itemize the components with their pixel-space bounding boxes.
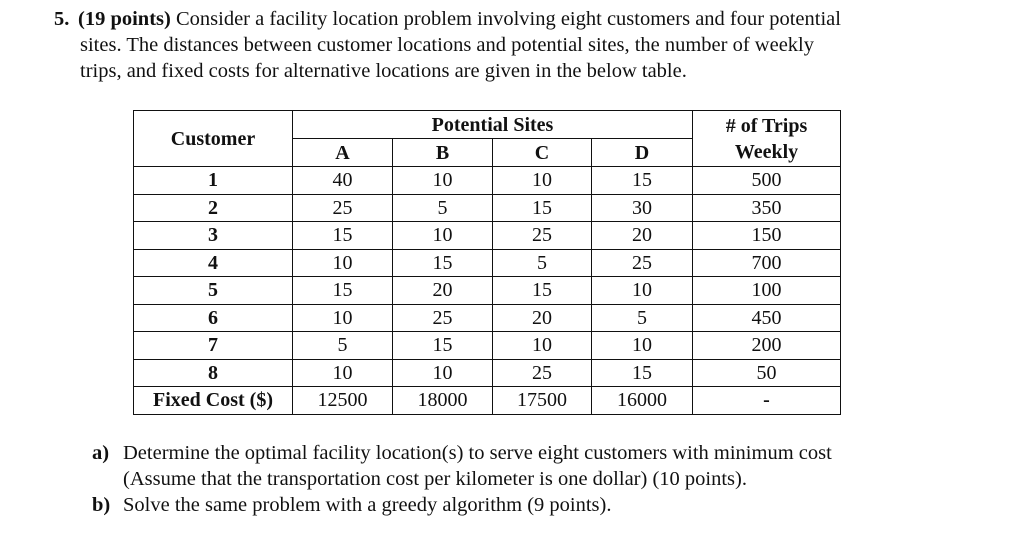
trips-cell: 150 (692, 221, 841, 250)
fixed-cost-c-cell: 17500 (492, 386, 592, 415)
question-line-2: sites. The distances between customer lo… (80, 34, 815, 56)
customer-cell: 7 (133, 331, 293, 360)
distance-b-cell: 25 (392, 303, 493, 332)
table-row: 5 15 20 15 10 100 (133, 276, 841, 305)
fixed-cost-row: Fixed Cost ($) 12500 18000 17500 16000 - (133, 386, 841, 415)
table-row: 3 15 10 25 20 150 (133, 221, 841, 250)
table-row: 7 5 15 10 10 200 (133, 331, 841, 360)
question-line-1-text: Consider a facility location problem inv… (170, 8, 841, 30)
distance-c-cell: 10 (492, 166, 592, 195)
site-header-d: D (591, 138, 693, 167)
trips-cell: 450 (692, 303, 841, 332)
distance-a-cell: 5 (292, 331, 393, 360)
distance-c-cell: 25 (492, 221, 592, 250)
question-number: 5. (54, 8, 70, 30)
table-row: 6 10 25 20 5 450 (133, 303, 841, 332)
distance-a-cell: 10 (292, 303, 393, 332)
distance-a-cell: 10 (292, 248, 393, 277)
distance-a-cell: 10 (292, 358, 393, 387)
customer-cell: 3 (133, 221, 293, 250)
customer-cell: 4 (133, 248, 293, 277)
distance-d-cell: 15 (591, 358, 693, 387)
part-b-text: Solve the same problem with a greedy alg… (123, 492, 611, 518)
fixed-cost-label: Fixed Cost ($) (133, 386, 293, 415)
customer-cell: 1 (133, 166, 293, 195)
distance-table: Customer Potential Sites # of Trips Week… (133, 110, 841, 415)
table-header-row-2: A B C D (134, 138, 841, 167)
question-text: 5. (19 points) Consider a facility locati… (54, 6, 954, 84)
question-line-3: trips, and fixed costs for alternative l… (80, 60, 687, 82)
distance-c-cell: 15 (492, 193, 592, 222)
distance-c-cell: 20 (492, 303, 592, 332)
distance-d-cell: 20 (591, 221, 693, 250)
trips-weekly-header: # of Trips Weekly (692, 110, 841, 167)
distance-a-cell: 15 (292, 276, 393, 305)
site-header-b: B (392, 138, 493, 167)
part-a-line-2: (Assume that the transportation cost per… (123, 468, 747, 490)
question-parts: a) Determine the optimal facility locati… (92, 440, 972, 518)
customer-cell: 8 (133, 358, 293, 387)
trips-cell: 50 (692, 358, 841, 387)
distance-a-cell: 25 (292, 193, 393, 222)
distance-b-cell: 10 (392, 166, 493, 195)
trips-cell: 500 (692, 166, 841, 195)
question-points: (19 points) (78, 8, 171, 30)
distance-a-cell: 40 (292, 166, 393, 195)
potential-sites-header: Potential Sites (292, 110, 693, 139)
trips-cell: 350 (692, 193, 841, 222)
fixed-cost-d-cell: 16000 (591, 386, 693, 415)
distance-c-cell: 5 (492, 248, 592, 277)
distance-d-cell: 25 (591, 248, 693, 277)
distance-d-cell: 5 (591, 303, 693, 332)
part-b-line-1: Solve the same problem with a greedy alg… (123, 494, 612, 516)
trips-header-line-1: # of Trips (725, 114, 808, 137)
customer-cell: 5 (133, 276, 293, 305)
question-line-1: 5. (19 points) Consider a facility locati… (54, 6, 954, 32)
fixed-cost-trips-cell: - (692, 386, 841, 415)
trips-cell: 700 (692, 248, 841, 277)
table-row: 1 40 10 10 15 500 (133, 166, 841, 195)
table-row: 8 10 10 25 15 50 (133, 358, 841, 387)
distance-b-cell: 5 (392, 193, 493, 222)
distance-a-cell: 15 (292, 221, 393, 250)
table-row: 2 25 5 15 30 350 (133, 193, 841, 222)
distance-d-cell: 30 (591, 193, 693, 222)
distance-d-cell: 10 (591, 331, 693, 360)
table-header-row-1: Customer Potential Sites # of Trips Week… (133, 110, 841, 167)
customer-header: Customer (133, 110, 293, 167)
distance-b-cell: 10 (392, 221, 493, 250)
distance-c-cell: 15 (492, 276, 592, 305)
distance-b-cell: 10 (392, 358, 493, 387)
customer-cell: 2 (133, 193, 293, 222)
site-header-c: C (492, 138, 592, 167)
part-a-text: Determine the optimal facility location(… (123, 440, 832, 492)
fixed-cost-b-cell: 18000 (392, 386, 493, 415)
trips-cell: 100 (692, 276, 841, 305)
table-row: 4 10 15 5 25 700 (133, 248, 841, 277)
trips-cell: 200 (692, 331, 841, 360)
part-a-line-1: Determine the optimal facility location(… (123, 442, 832, 464)
trips-header-line-2: Weekly (734, 140, 799, 163)
part-a: a) Determine the optimal facility locati… (92, 440, 972, 492)
distance-b-cell: 20 (392, 276, 493, 305)
distance-c-cell: 10 (492, 331, 592, 360)
customer-cell: 6 (133, 303, 293, 332)
distance-d-cell: 15 (591, 166, 693, 195)
distance-c-cell: 25 (492, 358, 592, 387)
part-b-label: b) (92, 494, 111, 516)
distance-d-cell: 10 (591, 276, 693, 305)
site-header-a: A (292, 138, 393, 167)
part-a-label: a) (92, 442, 110, 464)
fixed-cost-a-cell: 12500 (292, 386, 393, 415)
distance-b-cell: 15 (392, 248, 493, 277)
distance-b-cell: 15 (392, 331, 493, 360)
part-b: b) Solve the same problem with a greedy … (92, 492, 972, 518)
